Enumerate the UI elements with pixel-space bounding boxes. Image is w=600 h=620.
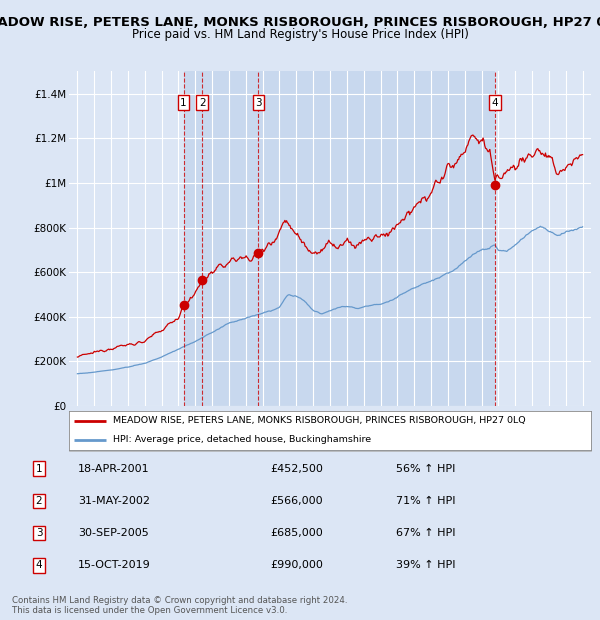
Text: 56% ↑ HPI: 56% ↑ HPI	[396, 464, 455, 474]
Text: 67% ↑ HPI: 67% ↑ HPI	[396, 528, 455, 538]
Text: 31-MAY-2002: 31-MAY-2002	[78, 496, 150, 506]
Text: 3: 3	[35, 528, 43, 538]
Text: 39% ↑ HPI: 39% ↑ HPI	[396, 560, 455, 570]
Text: 71% ↑ HPI: 71% ↑ HPI	[396, 496, 455, 506]
Bar	[184, 71, 495, 406]
Text: HPI: Average price, detached house, Buckinghamshire: HPI: Average price, detached house, Buck…	[113, 435, 371, 445]
Text: 15-OCT-2019: 15-OCT-2019	[78, 560, 151, 570]
Text: 4: 4	[491, 97, 498, 107]
Text: £990,000: £990,000	[270, 560, 323, 570]
Text: 18-APR-2001: 18-APR-2001	[78, 464, 149, 474]
Text: 4: 4	[35, 560, 43, 570]
Text: 3: 3	[255, 97, 262, 107]
Text: Price paid vs. HM Land Registry's House Price Index (HPI): Price paid vs. HM Land Registry's House …	[131, 28, 469, 41]
Text: 2: 2	[35, 496, 43, 506]
Text: 30-SEP-2005: 30-SEP-2005	[78, 528, 149, 538]
Text: 2: 2	[199, 97, 206, 107]
Text: MEADOW RISE, PETERS LANE, MONKS RISBOROUGH, PRINCES RISBOROUGH, HP27 0LQ: MEADOW RISE, PETERS LANE, MONKS RISBOROU…	[0, 16, 600, 29]
Text: £566,000: £566,000	[270, 496, 323, 506]
Text: MEADOW RISE, PETERS LANE, MONKS RISBOROUGH, PRINCES RISBOROUGH, HP27 0LQ: MEADOW RISE, PETERS LANE, MONKS RISBOROU…	[113, 416, 526, 425]
Text: Contains HM Land Registry data © Crown copyright and database right 2024.
This d: Contains HM Land Registry data © Crown c…	[12, 596, 347, 615]
Text: £685,000: £685,000	[270, 528, 323, 538]
Text: £452,500: £452,500	[270, 464, 323, 474]
Text: 1: 1	[35, 464, 43, 474]
Text: 1: 1	[180, 97, 187, 107]
